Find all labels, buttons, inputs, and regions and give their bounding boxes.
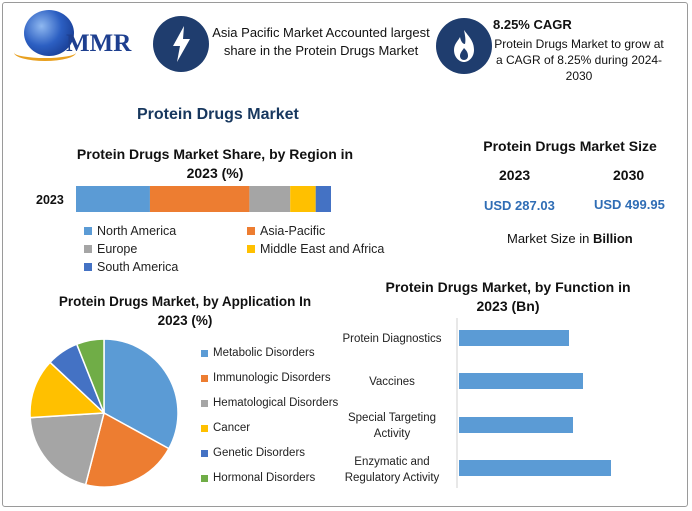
region-stacked-bar-chart [76,186,331,212]
application-legend-swatch [201,349,208,357]
region-legend-swatch [84,263,92,271]
application-legend-item-metabolic-disorders: Metabolic Disorders [201,347,315,359]
pie-slice-immunologic-disorders [84,411,170,488]
application-legend-swatch [201,449,208,457]
region-legend-item-north-america: North America [84,224,176,238]
application-legend-item-hematological-disorders: Hematological Disorders [201,397,338,409]
region-legend-item-middle-east-and-africa: Middle East and Africa [247,242,384,256]
brand-logo-text: MMR [66,30,132,57]
region-year-label: 2023 [36,193,64,207]
market-size-value-2030: USD 499.95 [594,197,665,212]
region-legend-swatch [84,245,92,253]
market-size-unit-prefix: Market Size in [507,231,593,246]
header-cagr-text: Protein Drugs Market to grow at a CAGR o… [494,37,664,83]
region-bar-segment-south-america [315,186,331,212]
application-legend-label: Immunologic Disorders [213,372,331,384]
market-size-unit: Market Size in Billion [507,231,633,246]
region-legend-swatch [247,227,255,235]
application-legend-item-immunologic-disorders: Immunologic Disorders [201,372,331,384]
infographic-frame [2,2,688,507]
function-bar-vaccines [459,373,583,389]
application-legend-label: Hormonal Disorders [213,472,316,484]
market-size-year-2030: 2030 [613,167,645,183]
region-bar-segment-europe [249,186,291,212]
market-size-unit-bold: Billion [592,231,633,246]
application-legend-label: Genetic Disorders [213,447,306,459]
function-label-vaccines: Vaccines [369,376,415,388]
function-label-special-targeting-activity: Special Targeting Activity [347,412,436,440]
application-pie-chart [29,338,179,488]
application-legend-item-genetic-disorders: Genetic Disorders [201,447,305,459]
function-label-protein-diagnostics: Protein Diagnostics [342,333,442,345]
lightning-bolt-icon [153,16,209,72]
application-legend-label: Cancer [213,422,251,434]
logo-swoosh [14,44,76,61]
pie-slice-hormonal-disorders [75,338,105,414]
pie-slice-cancer [29,361,106,419]
function-chart-title: Protein Drugs Market, by Function in 202… [385,279,631,314]
header-cagr-title: 8.25% CAGR [493,17,572,32]
region-legend-label: North America [97,224,177,238]
region-legend-swatch [84,227,92,235]
function-label-enzymatic-and-regulatory-activity: Enzymatic and Regulatory Activity [344,456,440,484]
application-legend-item-hormonal-disorders: Hormonal Disorders [201,472,315,484]
market-size-year-2023: 2023 [499,167,531,183]
region-legend-swatch [247,245,255,253]
main-title: Protein Drugs Market [137,106,299,123]
function-bar-special-targeting-activity [459,417,573,433]
region-bar-segment-middle-east-and-africa [290,186,316,212]
pie-slice-hematological-disorders [29,412,105,486]
application-legend-label: Hematological Disorders [213,397,339,409]
region-legend-label: Asia-Pacific [260,224,326,238]
region-legend-label: Europe [97,242,138,256]
application-legend-label: Metabolic Disorders [213,347,315,359]
region-legend-item-south-america: South America [84,260,178,274]
header-region-text: Asia Pacific Market Accounted largest sh… [212,25,430,58]
application-chart-title: Protein Drugs Market, by Application In … [58,294,312,328]
region-chart-title: Protein Drugs Market Share, by Region in… [76,146,354,181]
region-legend-label: Middle East and Africa [260,242,385,256]
application-legend-swatch [201,424,208,432]
region-bar-segment-north-america [76,186,150,212]
market-size-title: Protein Drugs Market Size [483,138,657,154]
application-legend-swatch [201,474,208,482]
application-legend-swatch [201,399,208,407]
market-size-value-2023: USD 287.03 [484,198,555,213]
application-legend-swatch [201,374,208,382]
function-bar-enzymatic-and-regulatory-activity [459,460,611,476]
region-legend-item-asia-pacific: Asia-Pacific [247,224,325,238]
region-bar-segment-asia-pacific [149,186,250,212]
function-bar-protein-diagnostics [459,330,569,346]
region-legend-item-europe: Europe [84,242,137,256]
function-bar-chart [456,318,611,488]
flame-icon [436,18,492,74]
application-legend-item-cancer: Cancer [201,422,250,434]
pie-slice-metabolic-disorders [103,338,179,450]
region-legend-label: South America [97,260,179,274]
